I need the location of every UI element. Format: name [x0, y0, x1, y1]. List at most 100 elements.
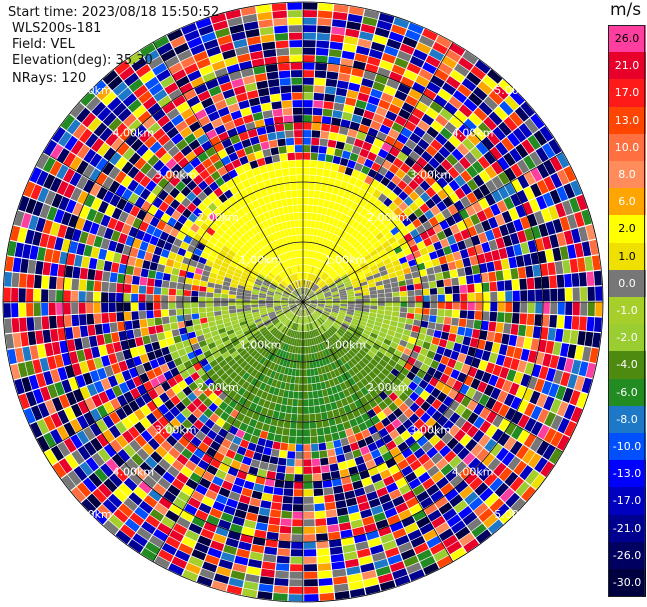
radar-gate [239, 278, 247, 284]
radar-gate [571, 359, 582, 375]
radar-gate [393, 453, 405, 464]
radar-gate [317, 25, 331, 34]
radar-gate [333, 360, 341, 369]
radar-gate [70, 187, 82, 202]
radar-gate [488, 352, 498, 364]
radar-gate [133, 170, 146, 183]
radar-gate [334, 265, 342, 272]
radar-gate [244, 310, 252, 315]
radar-gate [440, 331, 450, 341]
radar-gate [315, 375, 320, 383]
radar-gate [205, 489, 218, 501]
radar-gate [63, 184, 76, 199]
radar-gate [36, 419, 50, 435]
radar-gate [210, 346, 219, 355]
radar-gate [138, 90, 153, 104]
radar-gate [418, 35, 435, 48]
radar-gate [426, 350, 436, 360]
radar-gate [58, 131, 72, 147]
radar-gate [220, 411, 230, 421]
radar-gate [245, 573, 260, 583]
radar-gate [472, 127, 486, 141]
radar-gate [243, 299, 251, 302]
radar-gate [151, 254, 161, 264]
radar-gate [344, 362, 352, 371]
radar-gate [125, 214, 136, 226]
radar-gate [393, 246, 403, 254]
radar-gate [140, 70, 155, 84]
colorbar-tick-label: 0.0 [618, 276, 636, 290]
radar-gate [112, 385, 123, 398]
radar-gate [407, 356, 417, 365]
radar-gate [255, 362, 263, 371]
radar-gate [118, 330, 127, 341]
radar-gate [271, 328, 278, 335]
radar-gate [251, 294, 259, 298]
radar-gate [301, 332, 303, 339]
radar-gate [564, 315, 572, 330]
range-ring-label: 2.00km [367, 381, 409, 394]
range-ring-label: 3.00km [155, 169, 197, 182]
radar-gate [347, 293, 355, 298]
radar-gate [479, 407, 491, 420]
radar-gate [297, 297, 303, 302]
radar-gate [510, 497, 526, 513]
radar-gate [281, 304, 289, 307]
radar-gate [282, 237, 288, 245]
radar-gate [257, 87, 270, 97]
radar-gate [283, 335, 288, 343]
radar-gate [459, 485, 474, 500]
range-ring-label: 5.00km [494, 508, 536, 521]
radar-gate [251, 299, 259, 302]
radar-gate [246, 262, 255, 270]
radar-gate [115, 421, 127, 434]
radar-gate [285, 310, 292, 316]
radar-gate [339, 326, 347, 333]
radar-gate [20, 332, 29, 347]
radar-gate [209, 135, 221, 147]
radar-gate [406, 238, 416, 248]
radar-gate [180, 466, 193, 478]
radar-gate [474, 311, 483, 320]
radar-gate [274, 305, 281, 309]
radar-gate [337, 133, 347, 143]
radar-gate [177, 247, 187, 257]
radar-gate [422, 478, 435, 490]
radar-gate [204, 104, 217, 115]
radar-gate [424, 209, 435, 220]
radar-gate [184, 219, 194, 229]
radar-gate [182, 339, 191, 348]
radar-gate [290, 421, 297, 429]
radar-gate [184, 345, 194, 354]
radar-gate [221, 232, 231, 241]
radar-gate [57, 441, 71, 457]
radar-gate [153, 310, 162, 318]
radar-gate [78, 279, 87, 291]
radar-gate [330, 272, 338, 279]
radar-gate [402, 217, 412, 227]
radar-gate [325, 257, 332, 265]
radar-gate [376, 351, 385, 359]
radar-gate [280, 366, 286, 374]
radar-gate [373, 480, 386, 491]
radar-gate [324, 307, 332, 311]
radar-gate [73, 466, 88, 481]
radar-gate [467, 246, 477, 257]
radar-gate [450, 243, 460, 253]
radar-gate [303, 451, 312, 459]
radar-gate [489, 311, 498, 322]
radar-gate [351, 334, 360, 342]
radar-gate [478, 508, 494, 523]
radar-gate [355, 295, 363, 299]
radar-gate [51, 250, 61, 264]
colorbar-tick-label: 13.0 [614, 113, 640, 127]
radar-gate [303, 324, 305, 332]
radar-gate [153, 89, 168, 102]
radar-gate [258, 250, 266, 258]
radar-gate [325, 331, 331, 338]
radar-gate [316, 293, 324, 297]
radar-gate [171, 210, 182, 221]
radar-gate [77, 400, 90, 415]
colorbar-segment [608, 269, 646, 298]
radar-gate [361, 250, 370, 258]
